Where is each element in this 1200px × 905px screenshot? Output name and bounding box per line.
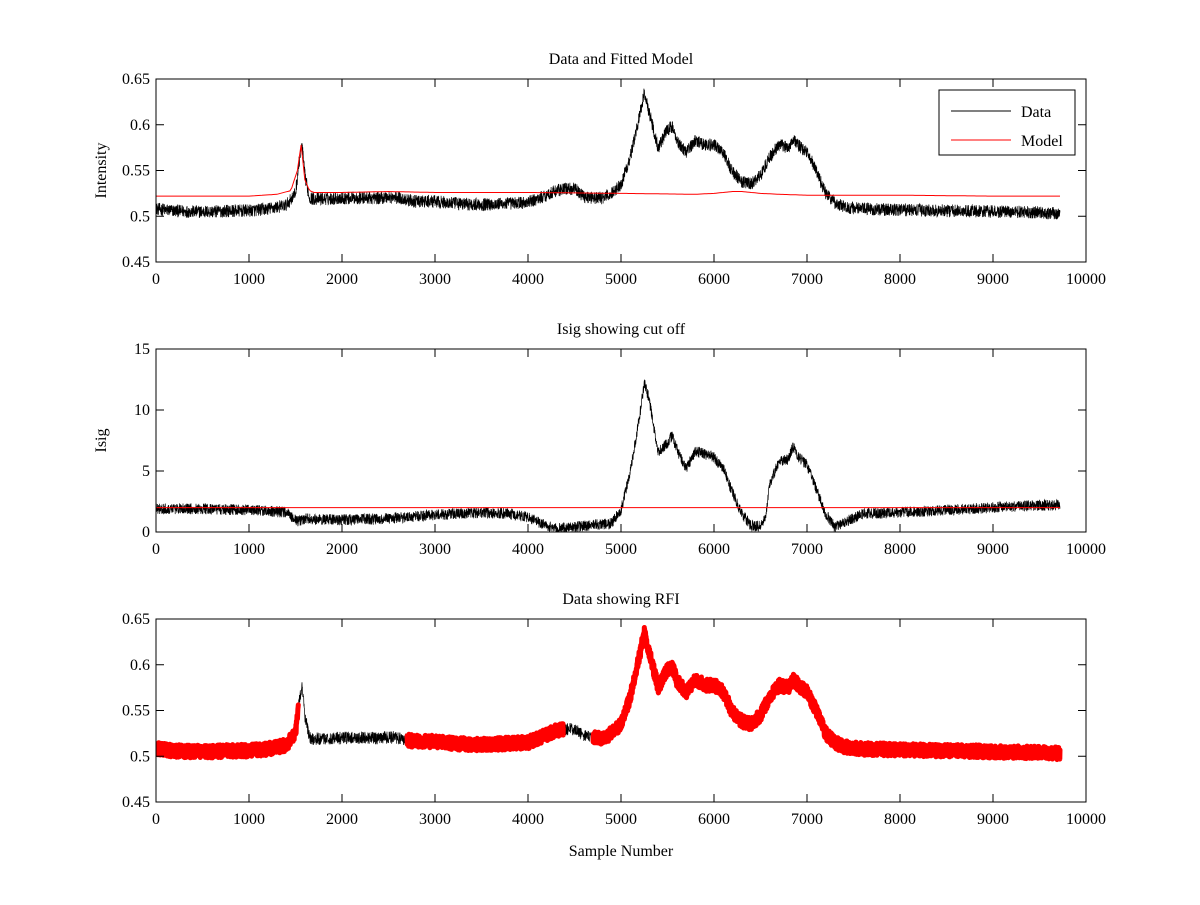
x-tick-label: 10000 xyxy=(1066,271,1106,288)
plot-area xyxy=(156,625,1063,763)
subplot-1: 0 1000 2000 3000 4000 5000 6000 7000 8000 9000 100… xyxy=(93,51,1106,288)
x-tick-label: 3000 xyxy=(419,811,451,828)
y-tick-label: 0.6 xyxy=(130,117,150,134)
x-tick-label: 8000 xyxy=(884,811,916,828)
x-tick-label: 0 xyxy=(152,811,160,828)
x-tick-label: 3000 xyxy=(419,541,451,558)
legend: Data Model xyxy=(938,89,1076,156)
x-tick-label: 8000 xyxy=(884,541,916,558)
rfi-markers xyxy=(156,625,1063,763)
y-tick-label: 10 xyxy=(134,402,150,419)
subplot-3: 0 1000 2000 3000 4000 5000 6000 7000 8000 9000 100… xyxy=(122,591,1106,860)
y-axis: 0 5 10 15 xyxy=(134,341,1086,541)
x-tick-label: 9000 xyxy=(977,271,1009,288)
x-axis: 0 1000 2000 3000 4000 5000 6000 7000 8000 9000 100… xyxy=(152,79,1106,288)
rfi-segment xyxy=(590,625,1063,763)
y-axis: 0.45 0.5 0.55 0.6 0.65 xyxy=(122,71,1086,271)
x-tick-label: 7000 xyxy=(791,271,823,288)
y-tick-label: 0.5 xyxy=(130,748,150,765)
x-axis: 0 1000 2000 3000 4000 5000 6000 7000 8000 9000 100… xyxy=(152,619,1106,828)
plot-area xyxy=(156,88,1061,220)
y-tick-label: 0.55 xyxy=(122,703,150,720)
series-line-1 xyxy=(156,88,1061,220)
x-tick-label: 5000 xyxy=(605,811,637,828)
series-line-2 xyxy=(156,144,1060,197)
x-tick-label: 6000 xyxy=(698,541,730,558)
legend-label: Model xyxy=(1021,133,1063,150)
x-tick-label: 2000 xyxy=(326,271,358,288)
x-tick-label: 5000 xyxy=(605,271,637,288)
y-tick-label: 0 xyxy=(142,524,150,541)
x-tick-label: 0 xyxy=(152,271,160,288)
y-tick-label: 0.55 xyxy=(122,163,150,180)
x-tick-label: 1000 xyxy=(233,811,265,828)
plot-area xyxy=(156,379,1061,532)
x-tick-label: 6000 xyxy=(698,271,730,288)
x-tick-label: 7000 xyxy=(791,811,823,828)
x-tick-label: 1000 xyxy=(233,271,265,288)
y-axis: 0.45 0.5 0.55 0.6 0.65 xyxy=(122,611,1086,811)
subplot-title: Data and Fitted Model xyxy=(549,51,694,68)
x-tick-label: 1000 xyxy=(233,541,265,558)
x-tick-label: 3000 xyxy=(419,271,451,288)
y-tick-label: 0.5 xyxy=(130,208,150,225)
x-tick-label: 4000 xyxy=(512,271,544,288)
y-tick-label: 0.65 xyxy=(122,611,150,628)
x-tick-label: 4000 xyxy=(512,811,544,828)
series-line-1 xyxy=(156,379,1061,532)
x-tick-label: 6000 xyxy=(698,811,730,828)
x-tick-label: 7000 xyxy=(791,541,823,558)
x-tick-label: 8000 xyxy=(884,271,916,288)
x-tick-label: 9000 xyxy=(977,811,1009,828)
y-tick-label: 5 xyxy=(142,463,150,480)
x-tick-label: 2000 xyxy=(326,541,358,558)
y-axis-label: Intensity xyxy=(93,143,110,199)
x-tick-label: 4000 xyxy=(512,541,544,558)
x-tick-label: 5000 xyxy=(605,541,637,558)
x-axis: 0 1000 2000 3000 4000 5000 6000 7000 8000 9000 100… xyxy=(152,349,1106,558)
x-tick-label: 9000 xyxy=(977,541,1009,558)
x-tick-label: 10000 xyxy=(1066,811,1106,828)
y-tick-label: 0.45 xyxy=(122,794,150,811)
y-axis-label: Isig xyxy=(93,429,110,453)
y-tick-label: 15 xyxy=(134,341,150,358)
legend-box xyxy=(938,89,1076,156)
rfi-segment xyxy=(156,702,301,761)
x-tick-label: 10000 xyxy=(1066,541,1106,558)
subplot-title: Isig showing cut off xyxy=(557,321,686,338)
x-tick-label: 2000 xyxy=(326,811,358,828)
x-axis-label: Sample Number xyxy=(569,843,674,860)
y-tick-label: 0.45 xyxy=(122,254,150,271)
subplot-title: Data showing RFI xyxy=(562,591,679,608)
rfi-segment xyxy=(404,721,566,754)
legend-label: Data xyxy=(1021,104,1051,121)
y-tick-label: 0.6 xyxy=(130,657,150,674)
y-tick-label: 0.65 xyxy=(122,71,150,88)
subplot-2: 0 1000 2000 3000 4000 5000 6000 7000 8000 9000 100… xyxy=(93,321,1106,558)
x-tick-label: 0 xyxy=(152,541,160,558)
